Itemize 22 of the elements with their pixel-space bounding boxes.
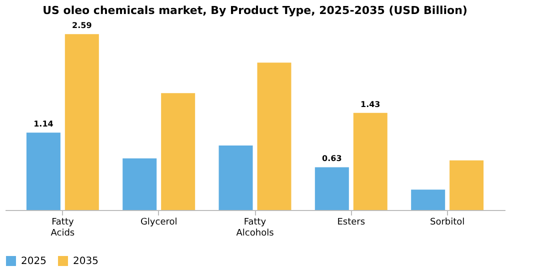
bar — [161, 93, 196, 210]
legend-label: 2035 — [73, 256, 98, 267]
bar — [411, 190, 446, 210]
chart-title: US oleo chemicals market, By Product Type, 2025-2035 (USD Billion) — [42, 4, 468, 17]
data-label: 1.43 — [360, 100, 380, 109]
x-tick-label: Fatty Acids — [50, 218, 75, 238]
data-label: 0.63 — [322, 154, 342, 164]
bar — [353, 112, 388, 210]
x-tick-label: Esters — [337, 218, 366, 228]
bar — [257, 62, 292, 210]
bar — [122, 158, 157, 210]
bar — [64, 34, 99, 210]
bar — [218, 145, 253, 210]
x-tick-label: Sorbitol — [430, 218, 465, 228]
x-tick-label: Glycerol — [140, 218, 178, 228]
x-tick-label: Fatty Alcohols — [236, 218, 274, 238]
bar — [450, 160, 484, 210]
bar — [314, 167, 349, 210]
data-label: 1.14 — [34, 120, 54, 129]
bar — [26, 132, 60, 210]
data-label: 2.59 — [72, 21, 92, 30]
legend-label: 2025 — [21, 256, 46, 267]
